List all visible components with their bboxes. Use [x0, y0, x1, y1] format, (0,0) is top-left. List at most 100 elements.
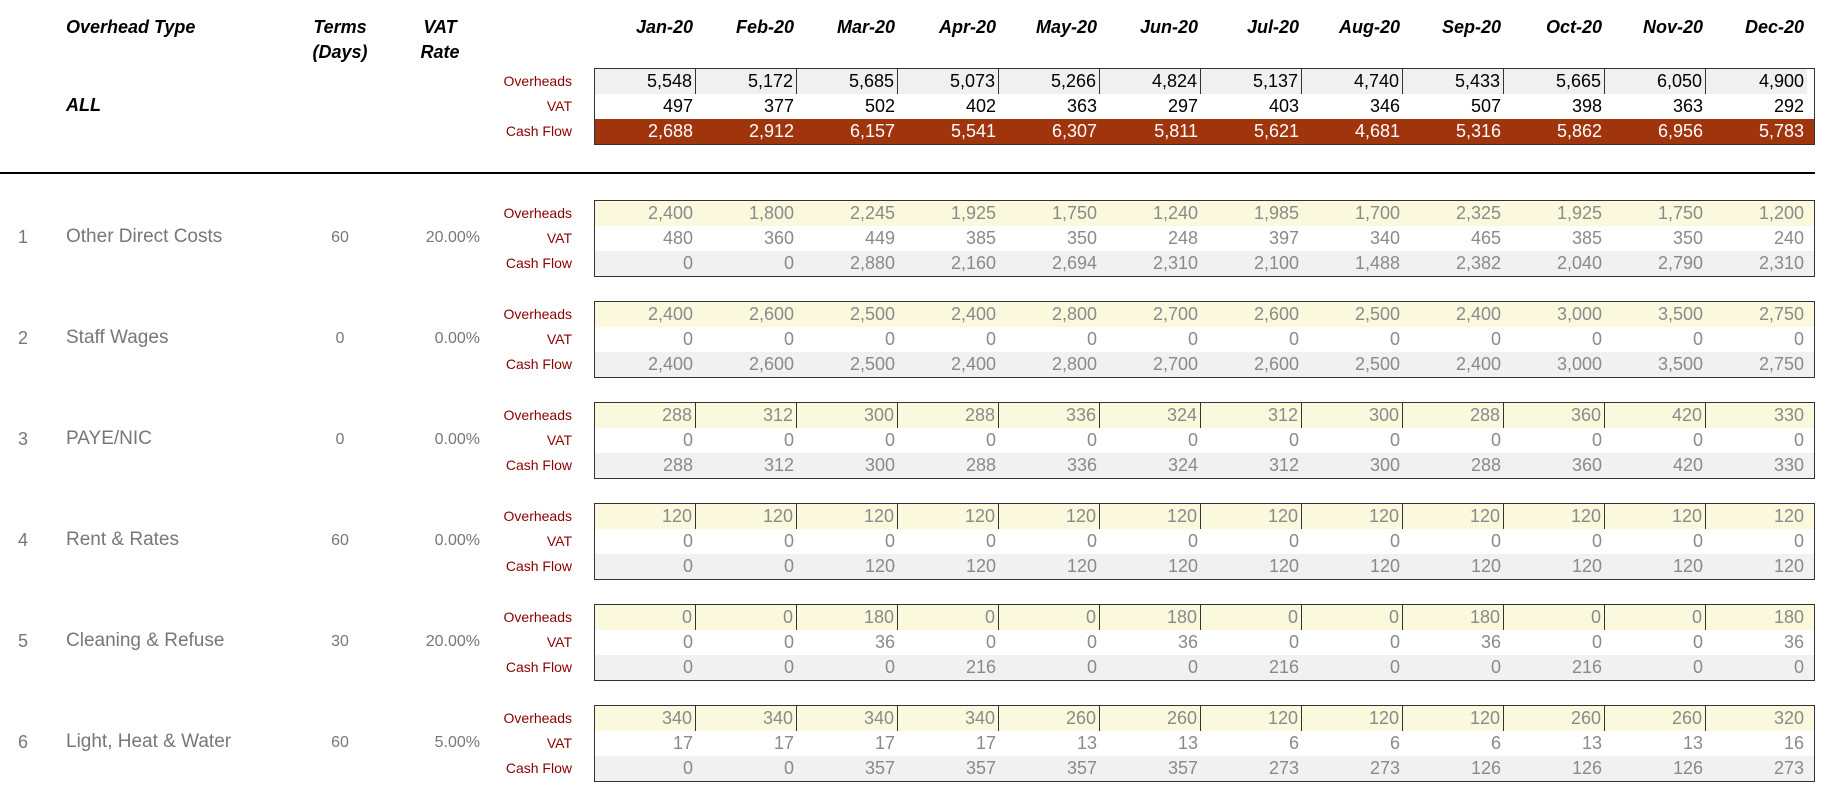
cash-flow-cell[interactable]: 3,000 [1556, 354, 1602, 374]
cash-flow-cell[interactable]: 300 [864, 455, 895, 475]
cash-flow-cell[interactable]: 2,400 [950, 354, 996, 374]
cash-flow-cell[interactable]: 0 [884, 657, 895, 677]
summary-vat-cell[interactable]: 292 [1706, 94, 1807, 119]
overheads-cell[interactable]: 180 [1403, 605, 1504, 630]
vat-cell[interactable]: 0 [985, 531, 996, 551]
vat-cell[interactable]: 36 [1783, 632, 1804, 652]
overheads-cell[interactable]: 1,240 [1152, 203, 1198, 223]
cash-flow-cell[interactable]: 120 [1167, 556, 1198, 576]
overheads-cell[interactable]: 2,750 [1758, 304, 1804, 324]
overheads-cell[interactable]: 288 [1403, 403, 1504, 428]
summary-vat-cell[interactable]: 398 [1504, 94, 1605, 119]
summary-vat-cell[interactable]: 403 [1201, 94, 1302, 119]
overheads-cell[interactable]: 340 [595, 706, 696, 731]
overheads-cell[interactable]: 3,000 [1556, 304, 1602, 324]
vat-cell[interactable]: 0 [1591, 430, 1602, 450]
summary-cash-flow-cell[interactable]: 6,307 [1051, 121, 1097, 141]
cash-flow-cell[interactable]: 420 [1672, 455, 1703, 475]
vat-cell[interactable]: 0 [1591, 531, 1602, 551]
cash-flow-cell[interactable]: 126 [1571, 758, 1602, 778]
vat-cell[interactable]: 0 [1793, 430, 1804, 450]
overheads-cell[interactable]: 2,500 [849, 304, 895, 324]
vat-cell[interactable]: 0 [1591, 329, 1602, 349]
summary-overheads-cell[interactable]: 4,824 [1100, 69, 1201, 94]
vat-cell[interactable]: 0 [1692, 329, 1703, 349]
cash-flow-cell[interactable]: 2,310 [1152, 253, 1198, 273]
cash-flow-cell[interactable]: 0 [1793, 657, 1804, 677]
vat-cell[interactable]: 6 [1389, 733, 1400, 753]
cash-flow-cell[interactable]: 2,310 [1758, 253, 1804, 273]
vat-cell[interactable]: 0 [783, 329, 794, 349]
summary-cash-flow-cell[interactable]: 2,912 [748, 121, 794, 141]
cash-flow-cell[interactable]: 2,600 [1253, 354, 1299, 374]
summary-overheads-cell[interactable]: 5,137 [1201, 69, 1302, 94]
overheads-cell[interactable]: 1,750 [1051, 203, 1097, 223]
vat-cell[interactable]: 0 [985, 632, 996, 652]
cash-flow-cell[interactable]: 312 [1268, 455, 1299, 475]
overheads-cell[interactable]: 360 [1504, 403, 1605, 428]
cash-flow-cell[interactable]: 324 [1167, 455, 1198, 475]
vat-cell[interactable]: 385 [965, 228, 996, 248]
cash-flow-cell[interactable]: 0 [783, 556, 794, 576]
overheads-cell[interactable]: 120 [1773, 506, 1804, 526]
cash-flow-cell[interactable]: 120 [1672, 556, 1703, 576]
summary-vat-cell[interactable]: 507 [1403, 94, 1504, 119]
summary-cash-flow-cell[interactable]: 5,541 [950, 121, 996, 141]
vat-cell[interactable]: 0 [1793, 329, 1804, 349]
overheads-cell[interactable]: 120 [1201, 504, 1302, 529]
cash-flow-cell[interactable]: 0 [1187, 657, 1198, 677]
vat-cell[interactable]: 0 [1490, 329, 1501, 349]
overheads-cell[interactable]: 260 [1605, 706, 1706, 731]
vat-cell[interactable]: 480 [662, 228, 693, 248]
overheads-cell[interactable]: 288 [898, 403, 999, 428]
vat-cell[interactable]: 0 [1793, 531, 1804, 551]
overheads-cell[interactable]: 1,925 [950, 203, 996, 223]
vat-cell[interactable]: 0 [783, 632, 794, 652]
cash-flow-cell[interactable]: 357 [864, 758, 895, 778]
cash-flow-cell[interactable]: 357 [965, 758, 996, 778]
overheads-cell[interactable]: 120 [1504, 504, 1605, 529]
overheads-cell[interactable]: 324 [1100, 403, 1201, 428]
vat-cell[interactable]: 248 [1167, 228, 1198, 248]
cash-flow-cell[interactable]: 1,488 [1354, 253, 1400, 273]
cash-flow-cell[interactable]: 216 [1571, 657, 1602, 677]
cash-flow-cell[interactable]: 120 [864, 556, 895, 576]
overheads-cell[interactable]: 1,200 [1758, 203, 1804, 223]
cash-flow-cell[interactable]: 216 [1268, 657, 1299, 677]
cash-flow-cell[interactable]: 2,880 [849, 253, 895, 273]
overheads-cell[interactable]: 340 [797, 706, 898, 731]
vat-cell[interactable]: 36 [1480, 632, 1501, 652]
cash-flow-cell[interactable]: 120 [1066, 556, 1097, 576]
vat-cell[interactable]: 0 [1187, 329, 1198, 349]
cash-flow-cell[interactable]: 2,600 [748, 354, 794, 374]
overheads-cell[interactable]: 2,500 [1354, 304, 1400, 324]
vat-cell[interactable]: 385 [1571, 228, 1602, 248]
cash-flow-cell[interactable]: 0 [682, 758, 693, 778]
overheads-cell[interactable]: 0 [1605, 605, 1706, 630]
cash-flow-cell[interactable]: 120 [1268, 556, 1299, 576]
summary-cash-flow-cell[interactable]: 5,316 [1455, 121, 1501, 141]
overheads-cell[interactable]: 300 [1302, 403, 1403, 428]
overheads-cell[interactable]: 2,800 [1051, 304, 1097, 324]
vat-cell[interactable]: 0 [682, 531, 693, 551]
overheads-cell[interactable]: 120 [1403, 706, 1504, 731]
cash-flow-cell[interactable]: 2,500 [849, 354, 895, 374]
overheads-cell[interactable]: 3,500 [1657, 304, 1703, 324]
vat-cell[interactable]: 0 [1389, 531, 1400, 551]
overheads-cell[interactable]: 260 [1100, 706, 1201, 731]
cash-flow-cell[interactable]: 2,750 [1758, 354, 1804, 374]
vat-cell[interactable]: 0 [1692, 430, 1703, 450]
overheads-cell[interactable]: 2,325 [1455, 203, 1501, 223]
overheads-cell[interactable]: 336 [999, 403, 1100, 428]
cash-flow-cell[interactable]: 2,160 [950, 253, 996, 273]
cash-flow-cell[interactable]: 357 [1167, 758, 1198, 778]
summary-cash-flow-cell[interactable]: 2,688 [647, 121, 693, 141]
vat-cell[interactable]: 0 [1288, 632, 1299, 652]
overheads-cell[interactable]: 120 [797, 504, 898, 529]
cash-flow-cell[interactable]: 2,040 [1556, 253, 1602, 273]
overheads-cell[interactable]: 180 [1773, 607, 1804, 627]
vat-cell[interactable]: 340 [1369, 228, 1400, 248]
summary-overheads-cell[interactable]: 4,740 [1302, 69, 1403, 94]
vat-cell[interactable]: 36 [874, 632, 895, 652]
summary-cash-flow-cell[interactable]: 5,862 [1556, 121, 1602, 141]
